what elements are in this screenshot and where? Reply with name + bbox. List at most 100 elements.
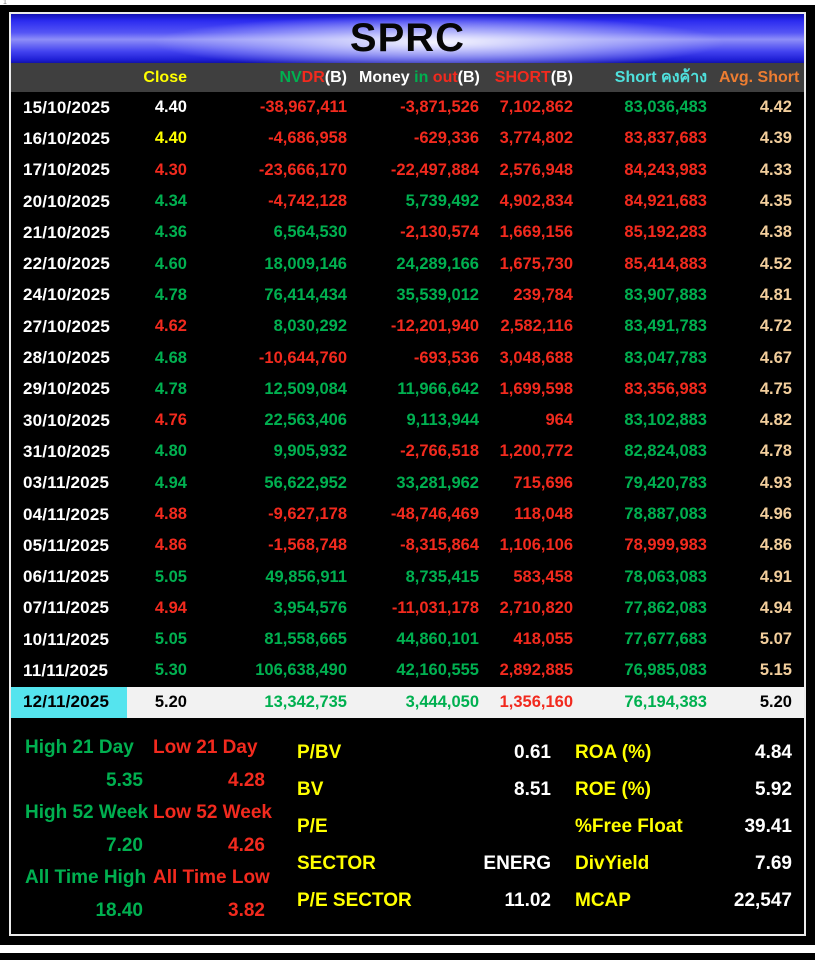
cell-close: 4.86 <box>154 536 187 555</box>
page-number: 1 <box>3 0 7 6</box>
range-label: All Time Low <box>153 867 270 889</box>
table-row: 07/11/2025 4.94 3,954,576 -11,031,178 2,710,… <box>11 593 804 624</box>
table-row: 10/11/2025 5.05 81,558,665 44,860,101 418,05… <box>11 624 804 655</box>
header-text: NV <box>279 68 302 86</box>
cell-avg_short: 4.72 <box>759 317 792 336</box>
stat-value: 7.69 <box>755 852 792 874</box>
header-text: in <box>414 68 429 86</box>
stat-label: P/BV <box>297 741 342 763</box>
ratios-block: ROA (%) 4.84 ROE (%) 5.92 %Free Float 39.41 Di… <box>565 732 794 934</box>
stat-label: P/E <box>297 815 328 837</box>
cell-short: 1,200,772 <box>499 442 573 461</box>
range-row: High 21 Day Low 21 Day <box>25 732 297 765</box>
cell-money_in_out: -693,536 <box>413 348 479 367</box>
cell-short_outstanding: 77,862,083 <box>624 598 707 617</box>
cell-short: 2,892,885 <box>499 661 573 680</box>
cell-nvdr: 106,638,490 <box>255 661 347 680</box>
cell-avg_short: 4.78 <box>759 442 792 461</box>
range-row: 7.20 4.26 <box>25 830 297 863</box>
cell-nvdr: 81,558,665 <box>264 630 347 649</box>
column-header-money_in_out: Money in out(B) <box>359 69 491 87</box>
cell-money_in_out: 33,281,962 <box>396 473 479 492</box>
cell-money_in_out: 9,113,944 <box>406 411 480 430</box>
cell-avg_short: 4.94 <box>759 598 792 617</box>
cell-close: 4.62 <box>154 317 187 336</box>
cell-close: 5.05 <box>154 630 187 649</box>
cell-nvdr: 49,856,911 <box>265 567 347 586</box>
cell-short: 239,784 <box>513 285 573 304</box>
range-row: All Time High All Time Low <box>25 862 297 895</box>
cell-short: 1,699,598 <box>499 379 573 398</box>
range-label: High 21 Day <box>25 737 134 759</box>
cell-money_in_out: -3,871,526 <box>400 98 479 117</box>
cell-date: 04/11/2025 <box>23 504 110 524</box>
cell-nvdr: -1,568,748 <box>268 536 347 555</box>
cell-avg_short: 5.15 <box>759 661 792 680</box>
range-row: High 52 Week Low 52 Week <box>25 797 297 830</box>
cell-money_in_out: 8,735,415 <box>405 567 479 586</box>
cell-nvdr: 76,414,434 <box>264 285 347 304</box>
cell-nvdr: -9,627,178 <box>268 505 347 523</box>
table-row: 03/11/2025 4.94 56,622,952 33,281,962 715,69… <box>11 468 804 499</box>
cell-money_in_out: -12,201,940 <box>390 317 479 336</box>
price-range-block: High 21 Day Low 21 Day 5.35 4.28 High 52 Wee… <box>25 732 297 934</box>
stat-row: DivYield 7.69 <box>565 845 794 882</box>
range-row: 18.40 3.82 <box>25 895 297 928</box>
cell-date: 22/10/2025 <box>23 254 111 274</box>
column-header-short: SHORT(B) <box>491 69 585 87</box>
bottom-margin-strip <box>0 945 815 953</box>
cell-short: 118,048 <box>514 505 573 523</box>
range-label: All Time High <box>25 867 147 889</box>
cell-nvdr: 8,030,292 <box>273 317 347 336</box>
table-row: 24/10/2025 4.78 76,414,434 35,539,012 239,78… <box>11 280 804 311</box>
table-row: 20/10/2025 4.34 -4,742,128 5,739,492 4,902,8… <box>11 186 804 217</box>
cell-short: 1,356,160 <box>499 692 573 711</box>
column-header-nvdr: NVDR(B) <box>199 69 359 87</box>
cell-close: 4.78 <box>154 285 187 304</box>
cell-short_outstanding: 82,824,083 <box>624 442 707 461</box>
cell-short: 964 <box>545 411 573 430</box>
cell-short: 4,902,834 <box>499 192 573 211</box>
table-row: 11/11/2025 5.30 106,638,490 42,160,555 2,892… <box>11 655 804 686</box>
cell-date: 06/11/2025 <box>23 567 110 587</box>
stock-symbol-title: SPRC <box>349 16 466 60</box>
stat-value: 11.02 <box>504 889 552 911</box>
column-header-avg_short: Avg. Short <box>719 69 804 87</box>
stat-row: ROE (%) 5.92 <box>565 771 794 808</box>
cell-avg_short: 5.07 <box>759 630 792 649</box>
cell-nvdr: 3,954,576 <box>273 598 347 617</box>
cell-short: 7,102,862 <box>499 98 573 117</box>
range-label: High 52 Week <box>25 802 149 824</box>
range-value: 3.82 <box>228 899 265 921</box>
header-text: (B) <box>324 68 347 86</box>
cell-date: 20/10/2025 <box>23 191 111 211</box>
cell-date: 05/11/2025 <box>23 535 110 555</box>
stat-value: 22,547 <box>733 889 792 911</box>
table-row: 31/10/2025 4.80 9,905,932 -2,766,518 1,200,7… <box>11 436 804 467</box>
cell-avg_short: 4.38 <box>759 223 792 242</box>
bottom-edge <box>0 953 815 960</box>
cell-close: 4.40 <box>154 98 187 117</box>
cell-money_in_out: -48,746,469 <box>390 505 479 523</box>
title-bar: SPRC <box>11 14 804 63</box>
cell-short_outstanding: 83,356,983 <box>624 379 707 398</box>
cell-short_outstanding: 83,837,683 <box>624 129 707 148</box>
stat-row: ROA (%) 4.84 <box>565 734 794 771</box>
range-value: 4.26 <box>228 834 265 856</box>
stat-label: ROA (%) <box>575 741 652 763</box>
cell-date: 11/11/2025 <box>23 660 109 680</box>
cell-date: 21/10/2025 <box>23 222 111 242</box>
cell-short: 1,675,730 <box>499 254 573 273</box>
cell-short: 2,582,116 <box>500 317 574 336</box>
cell-nvdr: -10,644,760 <box>258 348 347 367</box>
cell-date: 10/11/2025 <box>23 629 110 649</box>
cell-nvdr: 13,342,735 <box>264 692 347 711</box>
cell-short: 583,458 <box>513 567 573 586</box>
cell-avg_short: 5.20 <box>759 692 792 711</box>
cell-short_outstanding: 83,491,783 <box>624 317 707 336</box>
cell-avg_short: 4.35 <box>759 192 792 211</box>
column-header-close: Close <box>127 69 199 87</box>
range-value: 5.35 <box>106 769 143 791</box>
cell-short: 1,669,156 <box>499 223 573 242</box>
